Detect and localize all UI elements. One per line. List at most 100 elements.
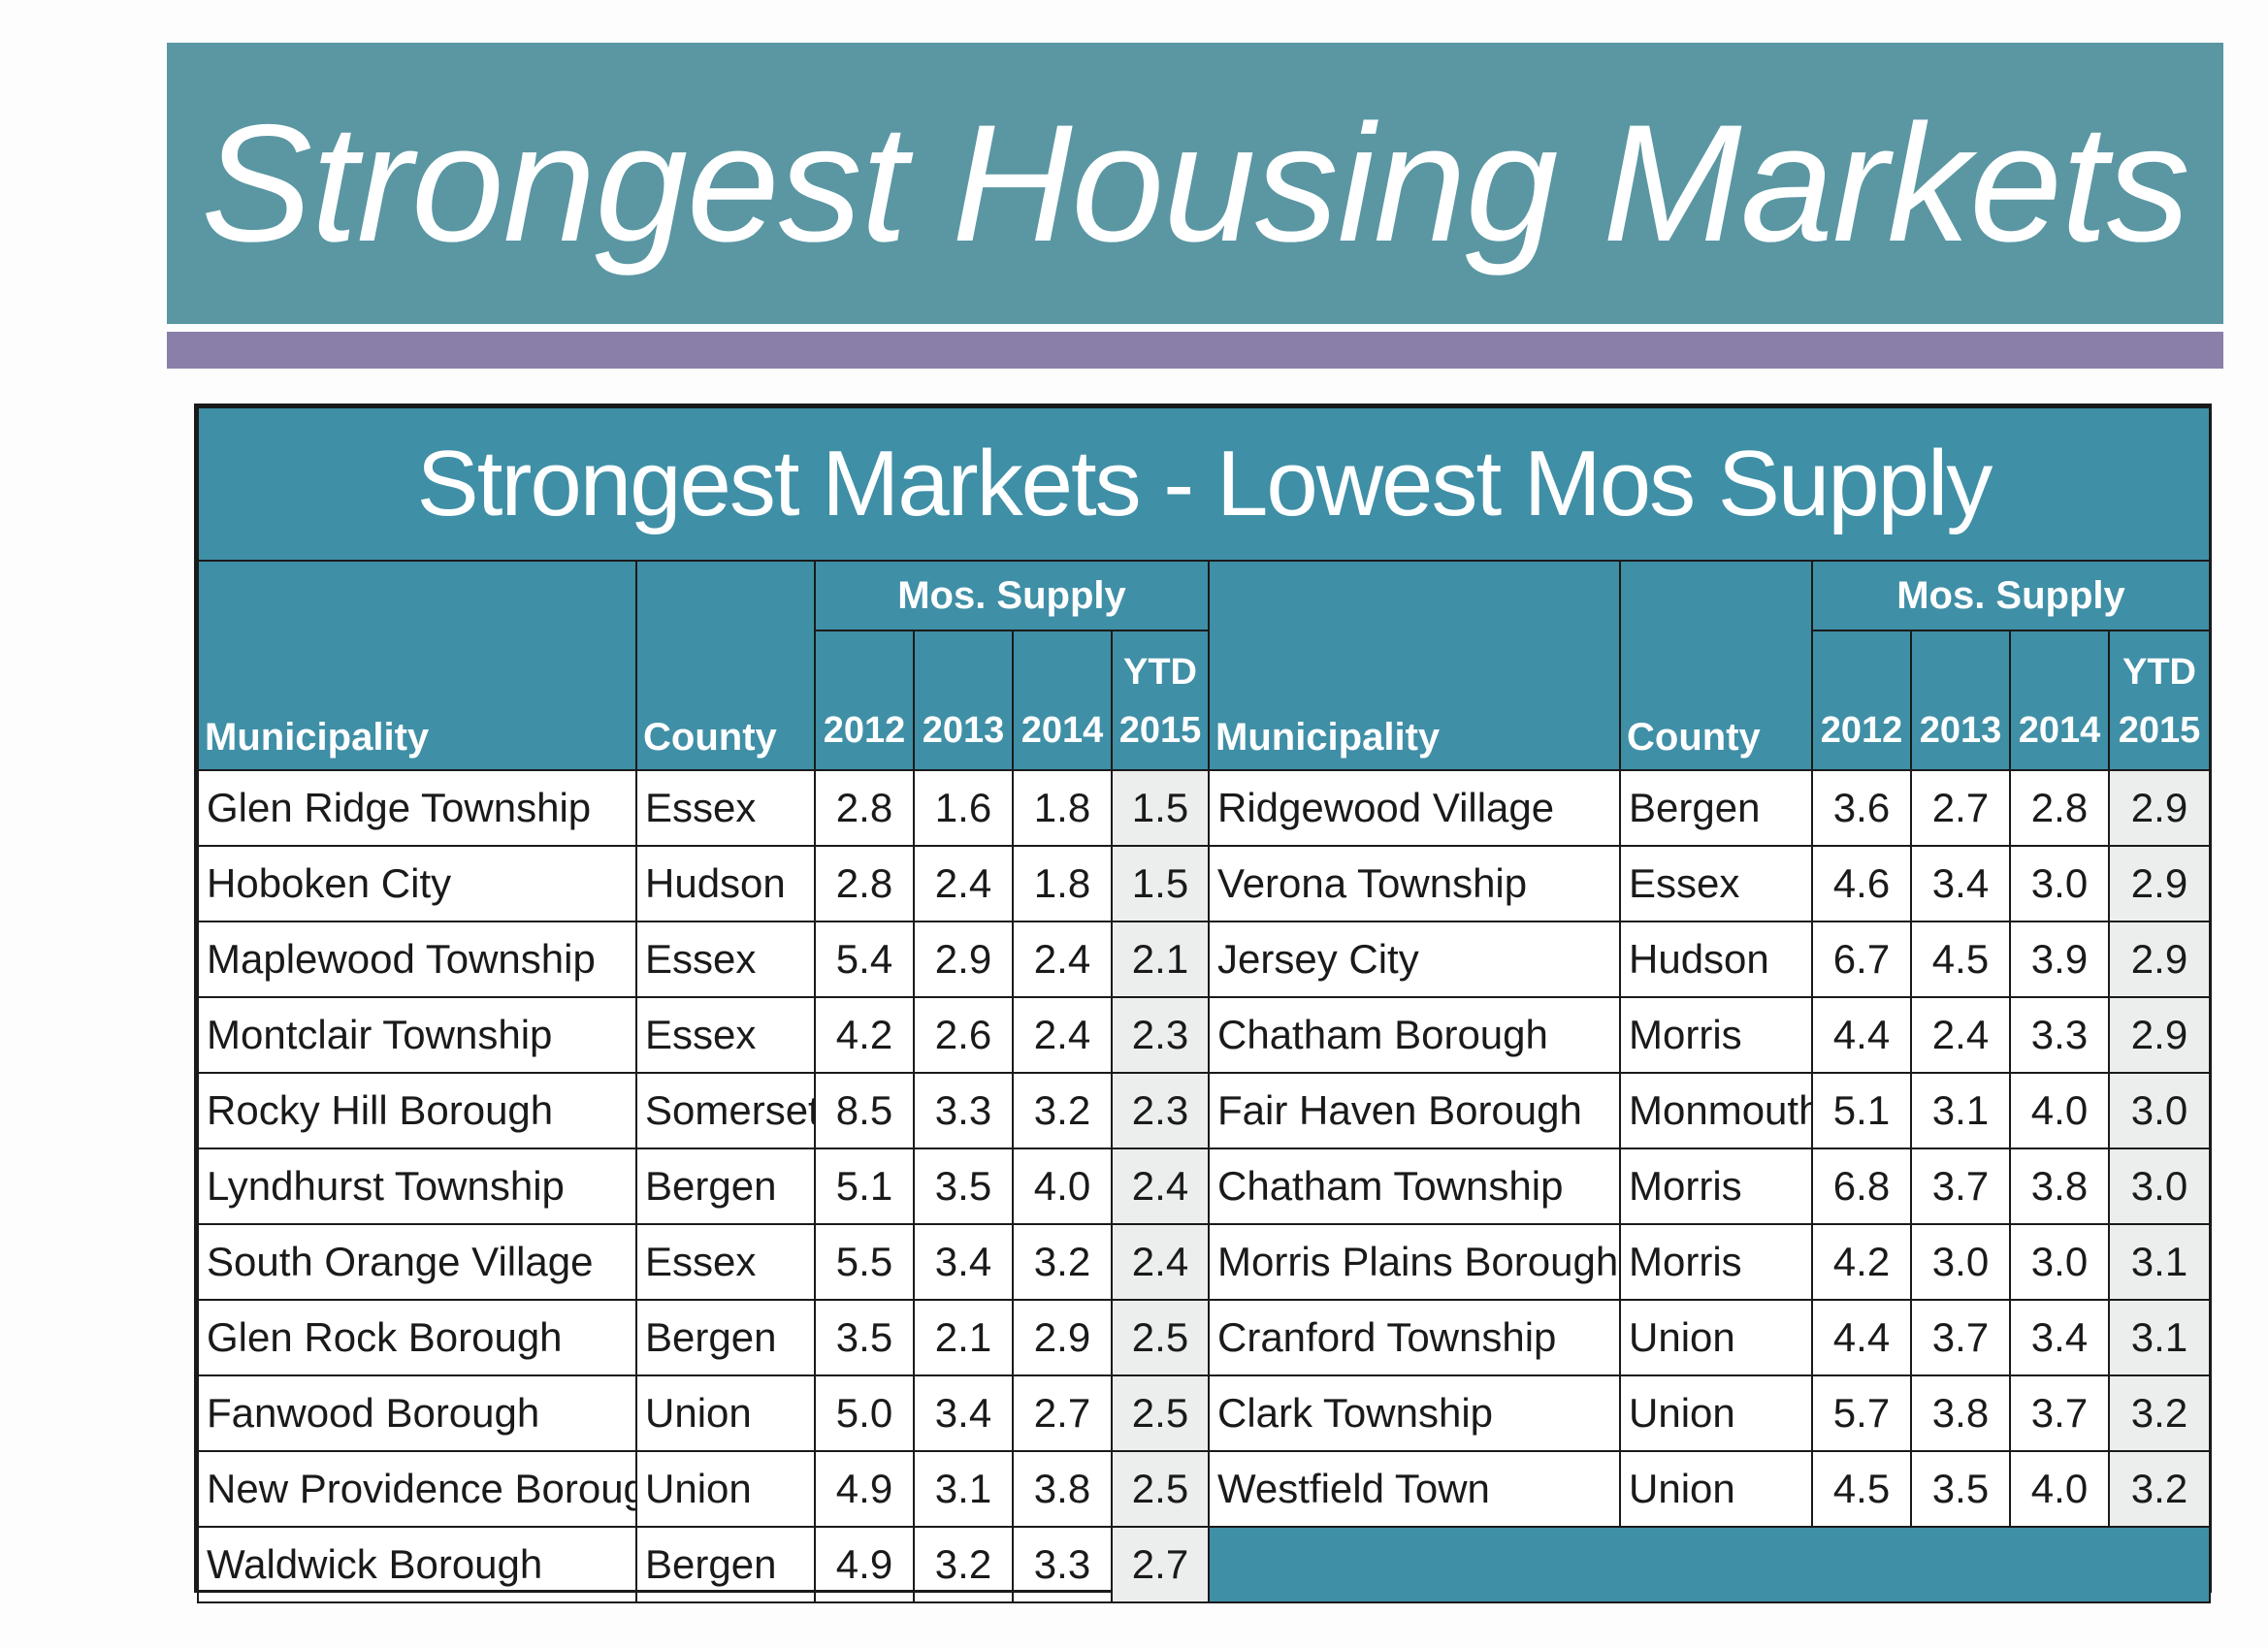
value-2013-cell: 2.9 bbox=[913, 921, 1014, 998]
county-cell: Bergen bbox=[1619, 769, 1813, 847]
value-2014-cell: 3.3 bbox=[1012, 1526, 1113, 1603]
table-row: Glen Ridge Township Essex 2.8 1.6 1.8 1.5 Ridg… bbox=[197, 769, 2211, 847]
county-cell: Morris bbox=[1619, 996, 1813, 1074]
value-2013-cell: 2.4 bbox=[1910, 996, 2011, 1074]
value-2012-cell: 2.8 bbox=[814, 769, 915, 847]
table-row: Fanwood Borough Union 5.0 3.4 2.7 2.5 Clark To… bbox=[197, 1374, 2211, 1452]
value-2013-cell: 3.0 bbox=[1910, 1223, 2011, 1301]
value-2013-cell: 3.4 bbox=[913, 1374, 1014, 1452]
municipality-cell: Clark Township bbox=[1208, 1374, 1621, 1452]
county-cell: Essex bbox=[1619, 845, 1813, 922]
municipality-cell: Chatham Township bbox=[1208, 1148, 1621, 1225]
value-2013-cell: 2.7 bbox=[1910, 769, 2011, 847]
municipality-cell: Hoboken City bbox=[197, 845, 637, 922]
value-2013-cell: 3.5 bbox=[1910, 1450, 2011, 1528]
header-2012-right: 2012 bbox=[1811, 630, 1912, 771]
value-2012-cell: 4.6 bbox=[1811, 845, 1912, 922]
municipality-cell: Rocky Hill Borough bbox=[197, 1072, 637, 1149]
header-row-group: Municipality County Mos. Supply Municipa… bbox=[197, 560, 2211, 771]
header-2014-left: 2014 bbox=[1012, 630, 1113, 771]
header-2013-right: 2013 bbox=[1910, 630, 2011, 771]
municipality-cell: Chatham Borough bbox=[1208, 996, 1621, 1074]
value-2013-cell: 1.6 bbox=[913, 769, 1014, 847]
value-ytd-2015-cell: 2.9 bbox=[2108, 769, 2211, 847]
county-cell: Union bbox=[635, 1374, 816, 1452]
value-2012-cell: 4.5 bbox=[1811, 1450, 1912, 1528]
header-municipality-left: Municipality bbox=[197, 560, 637, 771]
value-2014-cell: 3.2 bbox=[1012, 1072, 1113, 1149]
supply-table: Strongest Markets - Lowest Mos Supply Mu… bbox=[197, 406, 2211, 1603]
value-2012-cell: 5.0 bbox=[814, 1374, 915, 1452]
municipality-cell: Maplewood Township bbox=[197, 921, 637, 998]
value-ytd-2015-cell: 3.0 bbox=[2108, 1148, 2211, 1225]
value-ytd-2015-cell: 2.9 bbox=[2108, 996, 2211, 1074]
value-ytd-2015-cell: 1.5 bbox=[1111, 769, 1210, 847]
county-cell: Union bbox=[1619, 1450, 1813, 1528]
empty-filler-cell bbox=[1208, 1526, 2211, 1603]
header-county-right: County bbox=[1619, 560, 1813, 771]
table-row: Hoboken City Hudson 2.8 2.4 1.8 1.5 Verona Tow… bbox=[197, 845, 2211, 922]
value-2013-cell: 3.4 bbox=[913, 1223, 1014, 1301]
value-2014-cell: 3.3 bbox=[2009, 996, 2110, 1074]
value-2012-cell: 4.4 bbox=[1811, 1299, 1912, 1376]
value-2012-cell: 4.4 bbox=[1811, 996, 1912, 1074]
header-2012-left: 2012 bbox=[814, 630, 915, 771]
municipality-cell: Glen Rock Borough bbox=[197, 1299, 637, 1376]
value-ytd-2015-cell: 3.2 bbox=[2108, 1450, 2211, 1528]
header-ytd-2015-right: YTD 2015 bbox=[2108, 630, 2211, 771]
value-2014-cell: 4.0 bbox=[2009, 1450, 2110, 1528]
value-2014-cell: 3.8 bbox=[2009, 1148, 2110, 1225]
value-2013-cell: 3.7 bbox=[1910, 1299, 2011, 1376]
header-2015-label: 2015 bbox=[1118, 710, 1202, 751]
county-cell: Bergen bbox=[635, 1299, 816, 1376]
value-2013-cell: 3.1 bbox=[913, 1450, 1014, 1528]
municipality-cell: Fanwood Borough bbox=[197, 1374, 637, 1452]
value-2014-cell: 4.0 bbox=[1012, 1148, 1113, 1225]
municipality-cell: Morris Plains Borough bbox=[1208, 1223, 1621, 1301]
value-ytd-2015-cell: 3.1 bbox=[2108, 1299, 2211, 1376]
value-ytd-2015-cell: 2.4 bbox=[1111, 1223, 1210, 1301]
table-title-row: Strongest Markets - Lowest Mos Supply bbox=[197, 406, 2211, 562]
value-ytd-2015-cell: 2.3 bbox=[1111, 996, 1210, 1074]
county-cell: Bergen bbox=[635, 1148, 816, 1225]
value-ytd-2015-cell: 1.5 bbox=[1111, 845, 1210, 922]
value-2013-cell: 2.6 bbox=[913, 996, 1014, 1074]
table-row: Rocky Hill Borough Somerset 8.5 3.3 3.2 2.3 Fa… bbox=[197, 1072, 2211, 1149]
value-2012-cell: 5.4 bbox=[814, 921, 915, 998]
header-mos-supply-right: Mos. Supply bbox=[1811, 560, 2211, 631]
table-row: Maplewood Township Essex 5.4 2.9 2.4 2.1 Jerse… bbox=[197, 921, 2211, 998]
header-2014-right: 2014 bbox=[2009, 630, 2110, 771]
value-ytd-2015-cell: 2.5 bbox=[1111, 1374, 1210, 1452]
value-2014-cell: 3.9 bbox=[2009, 921, 2110, 998]
municipality-cell: South Orange Village bbox=[197, 1223, 637, 1301]
value-2012-cell: 4.2 bbox=[1811, 1223, 1912, 1301]
accent-stripe bbox=[167, 332, 2223, 369]
municipality-cell: New Providence Borough bbox=[197, 1450, 637, 1528]
value-2014-cell: 2.4 bbox=[1012, 921, 1113, 998]
county-cell: Morris bbox=[1619, 1148, 1813, 1225]
value-ytd-2015-cell: 3.0 bbox=[2108, 1072, 2211, 1149]
value-2013-cell: 3.2 bbox=[913, 1526, 1014, 1603]
value-2012-cell: 5.1 bbox=[814, 1148, 915, 1225]
value-2012-cell: 3.6 bbox=[1811, 769, 1912, 847]
value-ytd-2015-cell: 2.7 bbox=[1111, 1526, 1210, 1603]
value-2012-cell: 6.7 bbox=[1811, 921, 1912, 998]
table-row: Waldwick Borough Bergen 4.9 3.2 3.3 2.7 bbox=[197, 1526, 2211, 1603]
value-2012-cell: 5.7 bbox=[1811, 1374, 1912, 1452]
supply-table-container: Strongest Markets - Lowest Mos Supply Mu… bbox=[194, 404, 2212, 1603]
municipality-cell: Fair Haven Borough bbox=[1208, 1072, 1621, 1149]
value-2014-cell: 1.8 bbox=[1012, 845, 1113, 922]
county-cell: Somerset bbox=[635, 1072, 816, 1149]
county-cell: Essex bbox=[635, 1223, 816, 1301]
value-ytd-2015-cell: 3.1 bbox=[2108, 1223, 2211, 1301]
county-cell: Bergen bbox=[635, 1526, 816, 1603]
header-ytd-label: YTD bbox=[1123, 652, 1197, 693]
value-2014-cell: 3.0 bbox=[2009, 845, 2110, 922]
value-2014-cell: 2.4 bbox=[1012, 996, 1113, 1074]
header-row-years: 2012 2013 2014 YTD 2015 2012 2013 2014 YT… bbox=[198, 630, 2211, 771]
value-2012-cell: 3.5 bbox=[814, 1299, 915, 1376]
table-title: Strongest Markets - Lowest Mos Supply bbox=[197, 406, 2211, 562]
header-mos-supply-left: Mos. Supply bbox=[814, 560, 1210, 631]
value-2014-cell: 3.0 bbox=[2009, 1223, 2110, 1301]
value-2012-cell: 6.8 bbox=[1811, 1148, 1912, 1225]
